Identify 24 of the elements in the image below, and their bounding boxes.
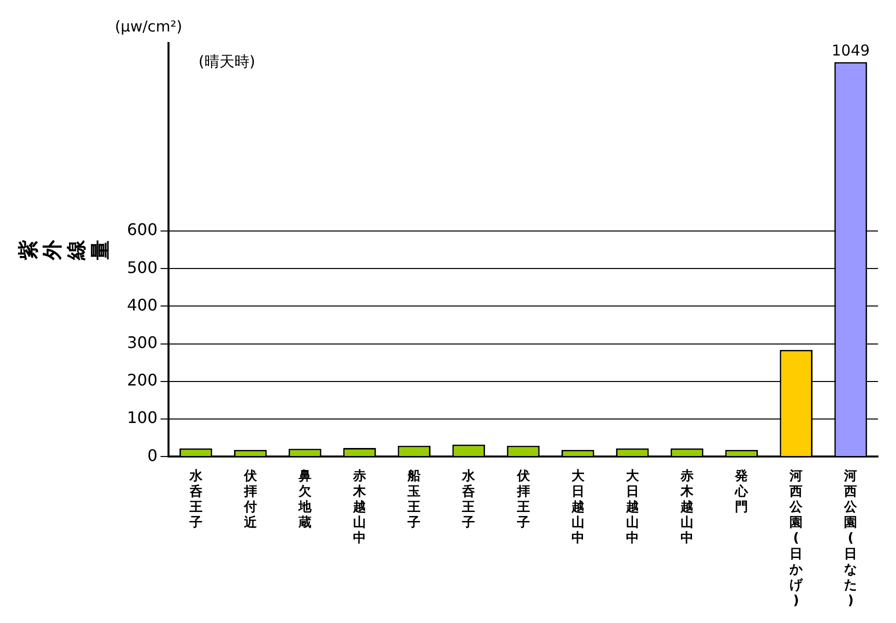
x-tick-label: 鼻欠地蔵 [297, 468, 312, 531]
y-tick-label: 600 [126, 220, 158, 240]
annotation: (晴天時) [198, 52, 256, 70]
x-tick-label: 伏拝王子 [516, 468, 531, 531]
x-tick-label: 船玉王子 [406, 468, 421, 531]
x-tick-label: 赤木越山中 [352, 468, 368, 546]
y-tick-label: 100 [126, 408, 158, 428]
y-tick-label: 400 [126, 295, 158, 314]
x-tick-label: 水呑王子 [188, 468, 204, 531]
y-tick-label: 200 [126, 370, 158, 390]
y-axis-title: 紫外線量 [16, 238, 112, 261]
x-tick-label: 発心門 [734, 468, 750, 515]
y-tick-label: 300 [126, 332, 158, 352]
y-tick-label: 500 [126, 258, 158, 277]
x-tick-label: 大日越山中 [624, 468, 640, 546]
text: (μw/cm²) [114, 17, 182, 36]
category-label: 河西公園(日かげ) [790, 468, 803, 609]
x-tick-label: 大日越山中 [570, 468, 586, 546]
y-tick-label: 0 [147, 446, 158, 465]
x-tick-label: 水呑王子 [461, 468, 476, 531]
category-label: 河西公園(日なた) [844, 468, 858, 609]
x-tick-label: 赤木越山中 [679, 468, 694, 546]
data-label: 1049 [832, 42, 870, 60]
x-tick-label: 伏拝付近 [242, 468, 258, 531]
